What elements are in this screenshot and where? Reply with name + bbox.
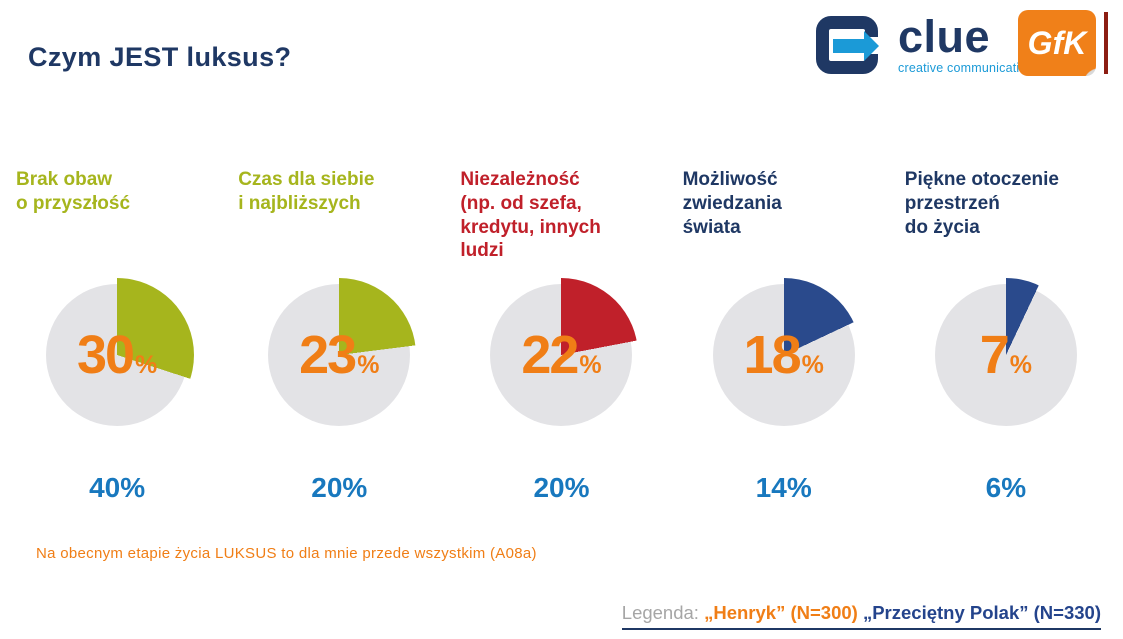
pie-chart: 30% [40, 278, 195, 432]
polak-percent: 20% [311, 472, 368, 503]
polak-percent: 20% [533, 472, 590, 503]
polak-percent: 14% [755, 472, 812, 503]
clue-logo-icon [816, 16, 886, 78]
page-title: Czym JEST luksus? [28, 42, 292, 72]
legend-henryk: „Henryk” (N=300) [704, 602, 858, 623]
pie-center-value: 7% [935, 284, 1077, 426]
question-footnote: Na obecnym etapie życia LUKSUS to dla mn… [36, 545, 537, 562]
henryk-value: 22 [521, 325, 579, 385]
column-heading: Niezależność (np. od szefa, kredytu, inn… [460, 169, 601, 262]
legend: Legenda: „Henryk” (N=300) „Przeciętny Po… [621, 602, 1101, 630]
column-heading: Brak obaw o przyszłość [16, 169, 131, 214]
legend-prefix: Legenda: [621, 602, 699, 623]
percent-sign: % [579, 351, 602, 379]
gfk-logo: GfK [1018, 10, 1096, 76]
chart-column: Niezależność (np. od szefa, kredytu, inn… [450, 168, 672, 504]
percent-sign: % [135, 351, 158, 379]
column-heading: Możliwość zwiedzania świata [682, 169, 782, 238]
pie-chart: 7% [928, 278, 1083, 432]
chart-column: Piękne otoczenie przestrzeń do życia 7% … [895, 168, 1117, 504]
charts-row: Brak obaw o przyszłość 30% 40% Czas dla … [6, 168, 1117, 504]
polak-percent: 40% [89, 472, 146, 503]
clue-logo: clue creative communication [816, 11, 1034, 78]
column-heading: Piękne otoczenie przestrzeń do życia [904, 169, 1059, 238]
clue-wordmark: clue [898, 11, 991, 62]
gfk-wordmark: GfK [1027, 24, 1087, 61]
chart-column: Brak obaw o przyszłość 30% 40% [6, 168, 228, 504]
pie-chart: 22% [484, 278, 639, 432]
column-heading: Czas dla siebie i najbliższych [238, 169, 375, 214]
henryk-value: 7 [979, 325, 1010, 385]
pie-center-value: 30% [46, 284, 188, 426]
clue-tagline: creative communication [898, 61, 1034, 76]
pie-center-value: 22% [490, 284, 632, 426]
chart-column: Możliwość zwiedzania świata 18% 14% [673, 168, 895, 504]
clue-logo-text: clue creative communication [898, 11, 1034, 76]
chart-column: Czas dla siebie i najbliższych 23% 20% [228, 168, 450, 504]
pie-chart: 18% [706, 278, 861, 432]
henryk-value: 23 [299, 325, 357, 385]
pie-center-value: 23% [268, 284, 410, 426]
percent-sign: % [801, 351, 824, 379]
gfk-accent-bar [1104, 12, 1108, 74]
polak-percent: 6% [985, 472, 1027, 503]
henryk-value: 30 [76, 325, 135, 385]
pie-chart: 23% [262, 278, 417, 432]
percent-sign: % [1009, 351, 1033, 379]
arrow-right-icon [833, 31, 879, 61]
pie-center-value: 18% [713, 284, 855, 426]
henryk-value: 18 [743, 325, 802, 385]
legend-polak: „Przeciętny Polak” (N=330) [862, 602, 1101, 623]
percent-sign: % [357, 351, 380, 379]
